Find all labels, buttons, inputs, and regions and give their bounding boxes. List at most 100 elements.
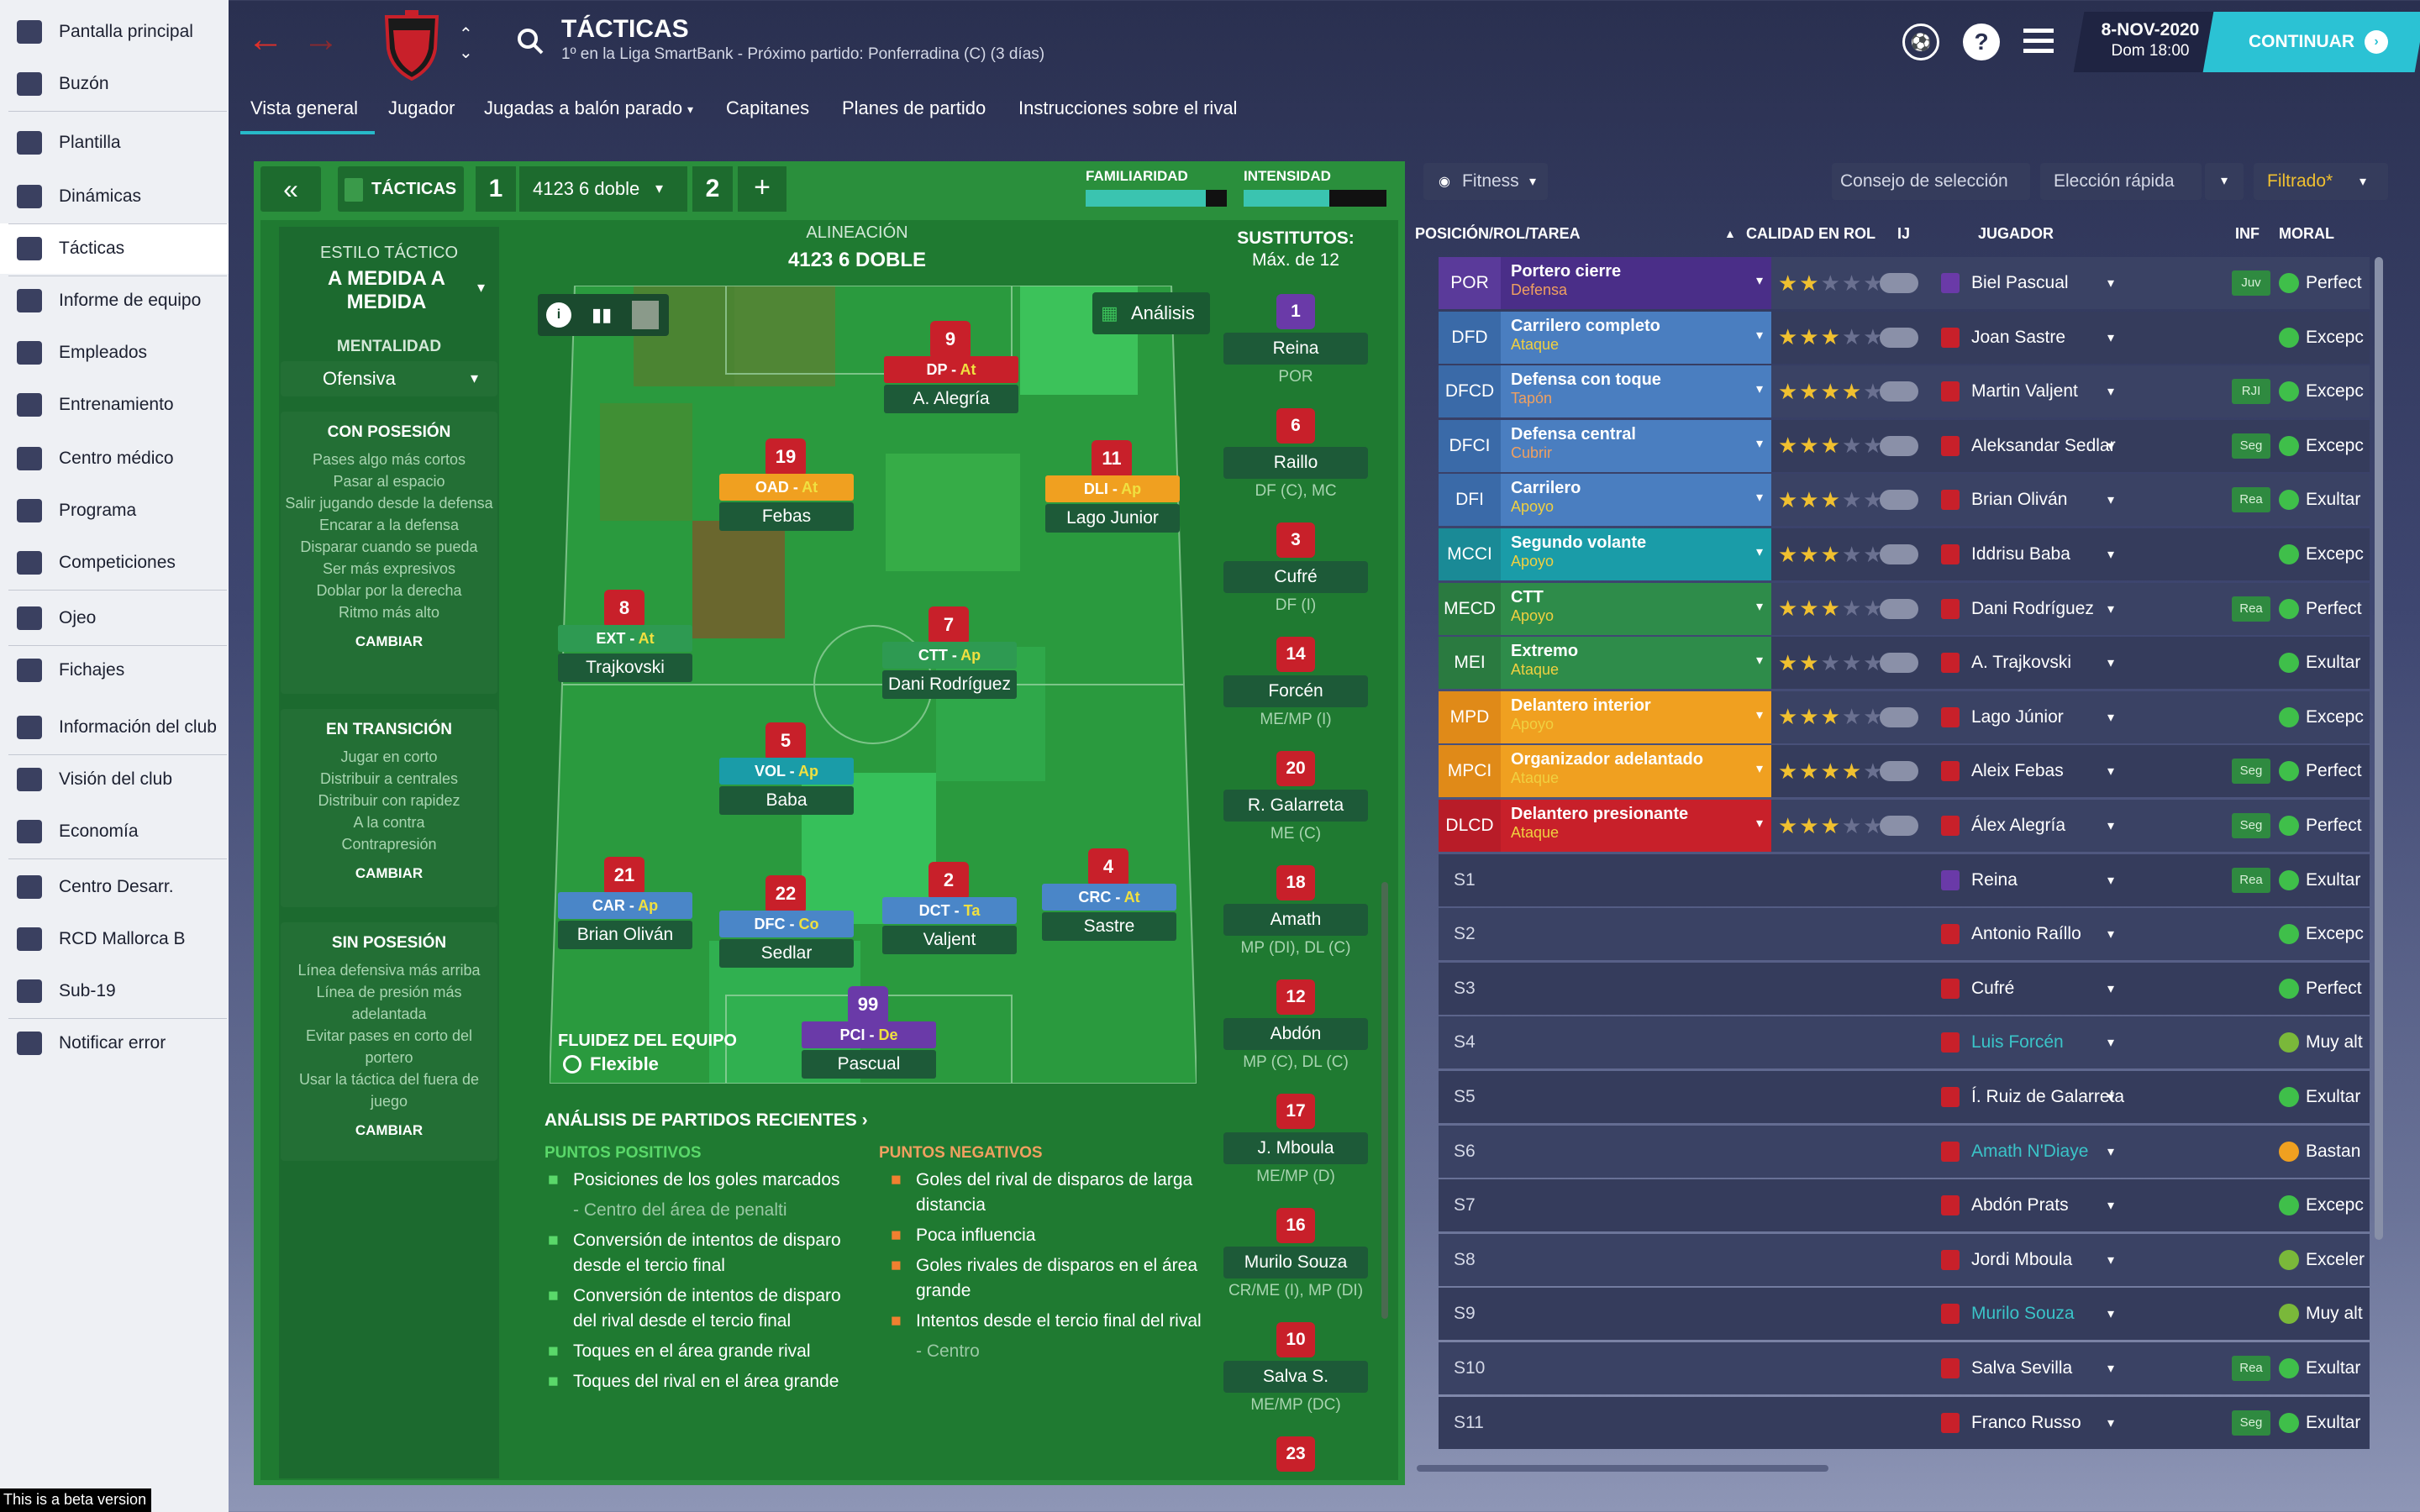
analysis-title-text[interactable]: ANÁLISIS DE PARTIDOS RECIENTES	[544, 1110, 857, 1130]
role-cell[interactable]: Defensa central Cubrir ▾	[1501, 419, 1771, 472]
chevron-down-icon[interactable]: ▾	[2107, 385, 2115, 400]
player-name[interactable]: Álex Alegría	[1941, 800, 2065, 852]
table-row[interactable]: DFD Carrilero completo Ataque ▾ ★★★ ★★ Joan Sa…	[1439, 311, 2370, 364]
position-role-block[interactable]: MEI Extremo Ataque ▾	[1439, 637, 1876, 690]
analisis-label[interactable]: Análisis	[1131, 302, 1195, 323]
player-name[interactable]: Franco Russo	[1941, 1397, 2081, 1449]
substitute-name-select[interactable]: Raillo	[1223, 447, 1368, 479]
analisis-button[interactable]	[1092, 292, 1210, 334]
fitness-label[interactable]: Fitness	[1462, 171, 1519, 191]
info-icon[interactable]: i	[546, 302, 571, 328]
table-row[interactable]: S4 Luis Forcén ▾ Muy alt	[1439, 1016, 2370, 1069]
chevron-down-icon[interactable]: ▾	[2107, 710, 2115, 725]
player-name[interactable]: Í. Ruiz de Galarreta	[1941, 1071, 2124, 1123]
player-role-select[interactable]: CTT - Ap	[882, 642, 1017, 669]
substitute-slot[interactable]: 18 Amath MP (DI), DL (C)	[1223, 865, 1368, 958]
player-name[interactable]: Murilo Souza	[1941, 1288, 2075, 1340]
table-row[interactable]: S1 Reina ▾ Rea Exultar	[1439, 853, 2370, 906]
tactic-slot-2[interactable]: 2	[692, 166, 733, 212]
help-icon[interactable]: ?	[1963, 24, 2000, 60]
col-header-inf[interactable]: INF	[2235, 225, 2260, 242]
sidebar-item-din-micas[interactable]: Dinámicas	[0, 171, 229, 222]
chevron-down-icon[interactable]: ▾	[1755, 328, 1763, 343]
eleccion-rapida-label[interactable]: Elección rápida	[2054, 171, 2175, 191]
substitute-name-select[interactable]: Amath	[1223, 904, 1368, 936]
sidebar-item-competiciones[interactable]: Competiciones	[0, 538, 229, 588]
chevron-down-icon[interactable]: ▾	[2107, 764, 2115, 780]
substitute-name-select[interactable]: R. Galarreta	[1223, 790, 1368, 822]
substitute-name-select[interactable]: J. Mboula	[1223, 1132, 1368, 1164]
pitch-player[interactable]: 7 CTT - Ap Dani Rodríguez	[882, 606, 1017, 699]
player-name[interactable]: Antonio Raíllo	[1941, 908, 2081, 960]
formation-select-value[interactable]: 4123 6 doble	[533, 178, 640, 199]
continue-label[interactable]: CONTINUAR	[2249, 32, 2354, 51]
ij-toggle-icon[interactable]	[1876, 528, 1923, 580]
cambiar-button[interactable]: CAMBIAR	[355, 1122, 424, 1138]
sidebar-item-econom-a[interactable]: Economía	[0, 806, 229, 857]
sidebar-item-buz-n[interactable]: Buzón	[0, 59, 229, 109]
cambiar-button[interactable]: CAMBIAR	[355, 633, 424, 649]
ij-toggle-icon[interactable]	[1876, 420, 1923, 472]
mentalidad-select[interactable]	[281, 361, 497, 396]
ij-toggle-icon[interactable]	[1876, 257, 1923, 309]
ij-toggle-icon[interactable]	[1876, 312, 1923, 364]
player-name-select[interactable]: A. Alegría	[884, 385, 1018, 413]
subs-scrollbar[interactable]	[1381, 882, 1388, 1319]
fitness-select[interactable]	[1423, 163, 1548, 200]
position-role-block[interactable]: MCCI Segundo volante Apoyo ▾	[1439, 528, 1876, 580]
table-row[interactable]: S8 Jordi Mboula ▾ Exceler	[1439, 1233, 2370, 1286]
chevron-down-icon[interactable]: ▾	[477, 279, 486, 296]
table-row[interactable]: MCCI Segundo volante Apoyo ▾ ★★★ ★★ Iddrisu Ba…	[1439, 528, 2370, 580]
consejo-seleccion-label[interactable]: Consejo de selección	[1840, 171, 2008, 191]
chevron-down-icon[interactable]: ▾	[2107, 981, 2115, 996]
sidebar-item-visi-n-del-club[interactable]: Visión del club	[0, 754, 229, 805]
mentalidad-value[interactable]: Ofensiva	[323, 368, 396, 389]
role-cell[interactable]: Carrilero completo Ataque ▾	[1501, 311, 1771, 364]
chevron-down-icon[interactable]: ▾	[1755, 274, 1763, 288]
role-cell[interactable]: Delantero presionante Ataque ▾	[1501, 800, 1771, 852]
player-role-select[interactable]: OAD - At	[719, 474, 854, 501]
filtrado-label[interactable]: Filtrado*	[2267, 171, 2333, 191]
player-name[interactable]: Cufré	[1941, 963, 2014, 1015]
sidebar-item-programa[interactable]: Programa	[0, 486, 229, 536]
chevron-down-icon[interactable]: ▾	[2107, 548, 2115, 562]
col-header-moral[interactable]: MORAL	[2279, 225, 2334, 242]
table-row[interactable]: S5 Í. Ruiz de Galarreta ▾ Exultar	[1439, 1071, 2370, 1123]
chevron-down-icon[interactable]: ▾	[2107, 276, 2115, 291]
role-cell[interactable]: Carrilero Apoyo ▾	[1501, 474, 1771, 527]
position-role-block[interactable]: DFI Carrilero Apoyo ▾	[1439, 474, 1876, 527]
role-cell[interactable]: Delantero interior Apoyo ▾	[1501, 690, 1771, 743]
table-row[interactable]: DLCD Delantero presionante Ataque ▾ ★★★ ★★ Ále…	[1439, 800, 2370, 852]
eleccion-rapida-button[interactable]	[2040, 163, 2202, 200]
substitute-name-select[interactable]: Murilo Souza	[1223, 1247, 1368, 1278]
role-cell[interactable]: Extremo Ataque ▾	[1501, 637, 1771, 690]
back-arrow-icon[interactable]: ←	[247, 18, 284, 60]
player-role-select[interactable]: DFC - Co	[719, 911, 854, 937]
chevron-down-icon[interactable]: ▾	[2107, 438, 2115, 454]
role-cell[interactable]: CTT Apoyo ▾	[1501, 582, 1771, 635]
sidebar-item-empleados[interactable]: Empleados	[0, 328, 229, 378]
player-name[interactable]: Martin Valjent	[1941, 365, 2078, 417]
role-cell[interactable]: Defensa con toque Tapón ▾	[1501, 365, 1771, 418]
position-role-block[interactable]: MPCI Organizador adelantado Ataque ▾	[1439, 745, 1876, 798]
player-name[interactable]: Reina	[1941, 854, 2018, 906]
player-name-select[interactable]: Valjent	[882, 926, 1017, 954]
chevron-down-icon[interactable]: ▾	[2107, 819, 2115, 833]
player-name[interactable]: Aleix Febas	[1941, 745, 2064, 797]
table-row[interactable]: S2 Antonio Raíllo ▾ Excepc	[1439, 908, 2370, 961]
chevron-down-icon[interactable]: ▾	[2107, 1362, 2115, 1376]
estilo-value[interactable]: A MEDIDA A MEDIDA	[328, 267, 445, 313]
player-role-select[interactable]: CAR - Ap	[558, 892, 692, 919]
bar-chart-icon[interactable]: ▮▮	[592, 304, 613, 325]
pitch-player[interactable]: 21 CAR - Ap Brian Oliván	[558, 857, 692, 949]
substitute-name-select[interactable]: Forcén	[1223, 675, 1368, 707]
add-tactic-button[interactable]: +	[738, 166, 786, 212]
table-row[interactable]: DFCI Defensa central Cubrir ▾ ★★★ ★★ Aleksanda…	[1439, 419, 2370, 472]
table-row[interactable]: MPD Delantero interior Apoyo ▾ ★★★ ★★ Lago Jún…	[1439, 690, 2370, 743]
position-role-block[interactable]: MPD Delantero interior Apoyo ▾	[1439, 690, 1876, 743]
position-role-block[interactable]: DFD Carrilero completo Ataque ▾	[1439, 311, 1876, 364]
formation-select[interactable]	[519, 166, 687, 212]
substitute-name-select[interactable]: Abdón	[1223, 1018, 1368, 1050]
crest-switch-icon[interactable]: ⌃ ⌄	[459, 25, 473, 62]
search-icon[interactable]	[516, 27, 544, 55]
